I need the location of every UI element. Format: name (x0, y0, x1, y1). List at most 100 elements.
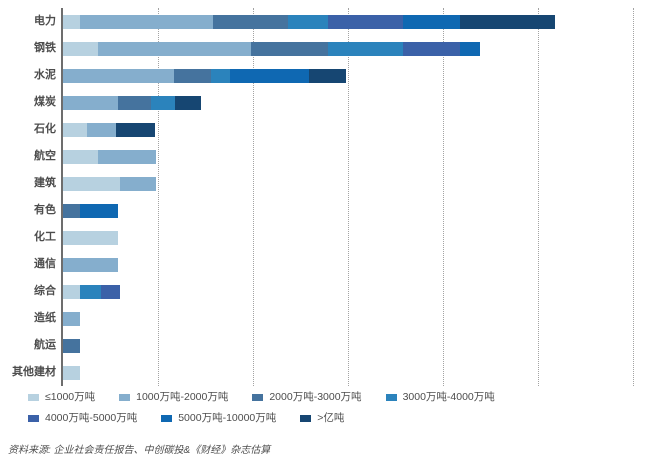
bar-row: 水泥 (0, 62, 650, 89)
legend-swatch (28, 414, 39, 422)
category-label: 造纸 (34, 312, 56, 324)
stacked-bar (63, 149, 156, 164)
bar-segment (213, 14, 288, 29)
bar-segment (80, 203, 118, 218)
bar-segment (403, 14, 460, 29)
legend-swatch (28, 393, 39, 401)
category-label: 钢铁 (34, 42, 56, 54)
legend-item: 4000万吨-5000万吨 (28, 411, 137, 425)
bar-segment (175, 95, 201, 110)
category-label: 航空 (34, 150, 56, 162)
bar-segment (403, 41, 460, 56)
category-label: 建筑 (34, 177, 56, 189)
legend-item: ≤1000万吨 (28, 390, 95, 404)
bar-segment (251, 41, 328, 56)
bar-segment (98, 149, 156, 164)
stacked-bar-chart: 电力钢铁水泥煤炭石化航空建筑有色化工通信综合造纸航运其他建材 (0, 8, 650, 386)
stacked-bar (63, 284, 120, 299)
stacked-bar (63, 41, 480, 56)
category-label: 石化 (34, 123, 56, 135)
bar-row: 航运 (0, 332, 650, 359)
source-note: 资料来源: 企业社会责任报告、中创碳投&《财经》杂志估算 (8, 445, 271, 456)
category-label: 通信 (34, 258, 56, 270)
legend-item: 3000万吨-4000万吨 (385, 390, 495, 404)
bar-segment (174, 68, 211, 83)
category-label: 电力 (34, 15, 56, 27)
bar-segment (63, 365, 80, 380)
legend-row: ≤1000万吨 1000万吨-2000万吨 2000万吨-3000万吨 3000万吨-… (28, 390, 628, 404)
bar-segment (63, 311, 80, 326)
legend-swatch (119, 393, 131, 401)
bar-segment (460, 14, 555, 29)
legend-swatch (385, 393, 397, 401)
category-label: 其他建材 (12, 366, 56, 378)
legend-item: >亿吨 (300, 411, 344, 425)
bar-row: 钢铁 (0, 35, 650, 62)
bar-row: 造纸 (0, 305, 650, 332)
bar-row: 建筑 (0, 170, 650, 197)
stacked-bar (63, 14, 555, 29)
bar-row: 化工 (0, 224, 650, 251)
bar-segment (63, 230, 118, 245)
bar-segment (63, 68, 174, 83)
bar-segment (288, 14, 328, 29)
bar-segment (63, 338, 80, 353)
legend-swatch (252, 393, 264, 401)
bar-segment (63, 95, 118, 110)
bar-row: 综合 (0, 278, 650, 305)
legend-label: 5000万吨-10000万吨 (178, 412, 277, 424)
bar-segment (63, 257, 118, 272)
stacked-bar (63, 176, 156, 191)
bar-segment (63, 14, 80, 29)
bar-segment (211, 68, 230, 83)
bar-segment (98, 41, 251, 56)
bar-segment (460, 41, 480, 56)
bar-row: 航空 (0, 143, 650, 170)
bar-row: 通信 (0, 251, 650, 278)
bar-segment (87, 122, 116, 137)
legend-label: 2000万吨-3000万吨 (269, 391, 362, 403)
category-label: 有色 (34, 204, 56, 216)
stacked-bar (63, 311, 80, 326)
bar-segment (328, 41, 403, 56)
stacked-bar (63, 365, 80, 380)
bar-segment (63, 149, 98, 164)
bar-segment (101, 284, 120, 299)
bar-segment (151, 95, 175, 110)
legend-label: 4000万吨-5000万吨 (45, 412, 138, 424)
stacked-bar (63, 95, 201, 110)
legend-swatch (161, 414, 173, 422)
bar-segment (309, 68, 346, 83)
bar-segment (120, 176, 156, 191)
category-label: 化工 (34, 231, 56, 243)
legend: ≤1000万吨 1000万吨-2000万吨 2000万吨-3000万吨 3000万吨-… (28, 390, 628, 425)
category-label: 煤炭 (34, 96, 56, 108)
category-label: 水泥 (34, 69, 56, 81)
bar-segment (118, 95, 151, 110)
stacked-bar (63, 257, 118, 272)
legend-label: 3000万吨-4000万吨 (402, 391, 495, 403)
category-label: 综合 (34, 285, 56, 297)
legend-label: >亿吨 (317, 412, 345, 424)
bar-segment (63, 41, 98, 56)
stacked-bar (63, 122, 155, 137)
legend-item: 2000万吨-3000万吨 (252, 390, 362, 404)
bar-segment (63, 284, 80, 299)
bar-segment (63, 176, 120, 191)
stacked-bar (63, 338, 80, 353)
bar-row: 煤炭 (0, 89, 650, 116)
bar-segment (80, 284, 101, 299)
legend-item: 1000万吨-2000万吨 (119, 390, 228, 404)
bar-segment (328, 14, 403, 29)
legend-item: 5000万吨-10000万吨 (161, 411, 276, 425)
legend-label: ≤1000万吨 (45, 391, 96, 403)
category-label: 航运 (34, 339, 56, 351)
stacked-bar (63, 230, 118, 245)
legend-label: 1000万吨-2000万吨 (136, 391, 229, 403)
stacked-bar (63, 203, 118, 218)
legend-swatch (300, 414, 312, 422)
bar-segment (63, 122, 87, 137)
bar-segment (80, 14, 213, 29)
bar-segment (63, 203, 80, 218)
